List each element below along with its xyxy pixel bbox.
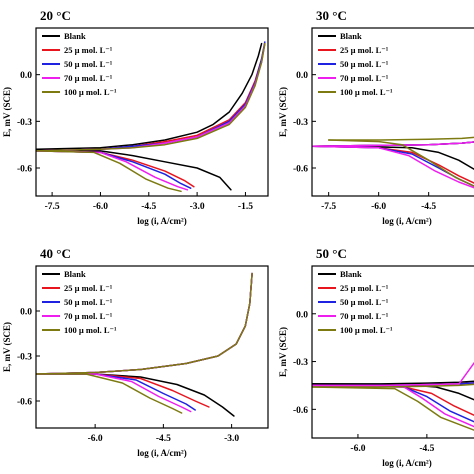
- series-line-2-cathodic: [36, 373, 196, 411]
- y-tick-label: 0.0: [20, 71, 32, 81]
- y-tick-label: -0.3: [17, 353, 32, 363]
- legend-entry: 25 µ mol. L⁻¹: [340, 283, 389, 293]
- series-line-3-cathodic: [312, 145, 474, 189]
- plot-frame: [311, 27, 474, 197]
- series-line-4-anodic: [36, 272, 253, 375]
- x-tick-label: -6.0: [93, 202, 108, 212]
- series-line-4-anodic: [312, 383, 474, 388]
- x-tick-label: -4.5: [419, 444, 434, 454]
- legend-entry: 100 µ mol. L⁻¹: [64, 325, 117, 335]
- series-line-4-cathodic: [36, 150, 182, 193]
- y-axis-label: E, mV (SCE): [278, 87, 288, 137]
- y-tick-label: -0.6: [293, 165, 308, 175]
- y-tick-label: -0.6: [17, 165, 32, 175]
- legend-entry: 25 µ mol. L⁻¹: [64, 45, 113, 55]
- panel-1: -7.5 -6.0 -4.5 0.0 -0.3 -0.6 log (i, A/cm²) E, …: [278, 8, 474, 226]
- x-tick-label: -7.5: [45, 202, 60, 212]
- series-line-0-cathodic: [312, 145, 474, 170]
- panel-3: -6.0 -4.5 0.0 -0.3 -0.6 log (i, A/cm²) E, mV (…: [278, 246, 474, 468]
- x-axis-label: log (i, A/cm²): [137, 216, 186, 226]
- legend-entry: 100 µ mol. L⁻¹: [340, 325, 393, 335]
- legend-entry: 50 µ mol. L⁻¹: [64, 297, 113, 307]
- series-line-3-anodic: [312, 141, 474, 147]
- series-group: [312, 361, 474, 431]
- series-line-3-cathodic: [312, 384, 474, 428]
- series-line-4-cathodic: [327, 139, 474, 187]
- y-axis-label: E, mV (SCE): [2, 87, 12, 137]
- x-tick-label: -6.0: [350, 444, 365, 454]
- y-axis-label: E, mV (SCE): [2, 322, 12, 372]
- plot-frame: [311, 265, 474, 439]
- legend-entry: 50 µ mol. L⁻¹: [340, 59, 389, 69]
- legend-entry: 25 µ mol. L⁻¹: [340, 45, 389, 55]
- x-tick-label: -4.5: [421, 202, 436, 212]
- x-tick-label: -4.5: [156, 434, 171, 444]
- legend-entry: 50 µ mol. L⁻¹: [64, 59, 113, 69]
- panel-title: 40 °C: [40, 246, 71, 261]
- series-line-4-anodic: [327, 136, 474, 141]
- panel-0: -7.5 -6.0 -4.5 -3.0 -1.5 0.0 -0.3 -0.6 log (i, A…: [2, 8, 269, 226]
- legend: Blank 25 µ mol. L⁻¹ 50 µ mol. L⁻¹ 70 µ mol.…: [318, 269, 393, 335]
- series-group: [36, 41, 266, 193]
- x-tick-label: -7.5: [321, 202, 336, 212]
- panel-title: 20 °C: [40, 8, 71, 23]
- x-axis-label: log (i, A/cm²): [382, 458, 431, 468]
- panel-title: 30 °C: [316, 8, 347, 23]
- plot-frame: [35, 27, 269, 197]
- x-tick-label: -3.0: [190, 202, 205, 212]
- series-line-0-cathodic: [312, 383, 474, 401]
- legend-entry: Blank: [340, 269, 362, 279]
- x-axis-label: log (i, A/cm²): [137, 448, 186, 458]
- series-line-0-cathodic: [36, 149, 232, 191]
- series-line-3-anodic: [312, 361, 474, 387]
- y-tick-label: -0.3: [17, 118, 32, 128]
- y-tick-label: -0.6: [17, 398, 32, 408]
- x-tick-label: -1.5: [238, 202, 253, 212]
- x-tick-label: -3.0: [224, 434, 239, 444]
- panel-2: -6.0 -4.5 -3.0 0.0 -0.3 -0.6 log (i, A/cm²) E, …: [2, 246, 269, 458]
- legend-entry: Blank: [340, 31, 362, 41]
- y-tick-label: 0.0: [296, 310, 308, 320]
- legend-entry: Blank: [64, 269, 86, 279]
- legend-entry: 100 µ mol. L⁻¹: [64, 87, 117, 97]
- series-line-4-cathodic: [312, 386, 474, 431]
- y-tick-label: -0.3: [293, 118, 308, 128]
- legend: Blank 25 µ mol. L⁻¹ 50 µ mol. L⁻¹ 70 µ mol.…: [42, 31, 117, 97]
- y-axis-label: E, mV (SCE): [278, 327, 288, 377]
- x-axis-label: log (i, A/cm²): [382, 216, 431, 226]
- y-tick-label: -0.6: [293, 406, 308, 416]
- y-tick-label: 0.0: [20, 308, 32, 318]
- series-group: [312, 136, 474, 189]
- y-tick-label: -0.3: [293, 358, 308, 368]
- y-tick-label: 0.0: [296, 71, 308, 81]
- legend-entry: 25 µ mol. L⁻¹: [64, 283, 113, 293]
- plot-frame: [35, 265, 269, 429]
- series-group: [36, 272, 253, 417]
- series-line-2-cathodic: [312, 145, 474, 187]
- series-line-4-cathodic: [36, 373, 183, 414]
- x-tick-label: -6.0: [88, 434, 103, 444]
- series-line-0-anodic: [36, 42, 263, 151]
- legend-entry: 70 µ mol. L⁻¹: [340, 73, 389, 83]
- legend: Blank 25 µ mol. L⁻¹ 50 µ mol. L⁻¹ 70 µ mol.…: [318, 31, 393, 97]
- panel-title: 50 °C: [316, 246, 347, 261]
- legend-entry: 70 µ mol. L⁻¹: [64, 73, 113, 83]
- series-line-4-anodic: [36, 42, 266, 152]
- legend-entry: 70 µ mol. L⁻¹: [64, 311, 113, 321]
- legend: Blank 25 µ mol. L⁻¹ 50 µ mol. L⁻¹ 70 µ mol.…: [42, 269, 117, 335]
- x-tick-label: -6.0: [371, 202, 386, 212]
- legend-entry: 100 µ mol. L⁻¹: [340, 87, 393, 97]
- legend-entry: 50 µ mol. L⁻¹: [340, 297, 389, 307]
- x-tick-label: -4.5: [141, 202, 156, 212]
- legend-entry: Blank: [64, 31, 86, 41]
- legend-entry: 70 µ mol. L⁻¹: [340, 311, 389, 321]
